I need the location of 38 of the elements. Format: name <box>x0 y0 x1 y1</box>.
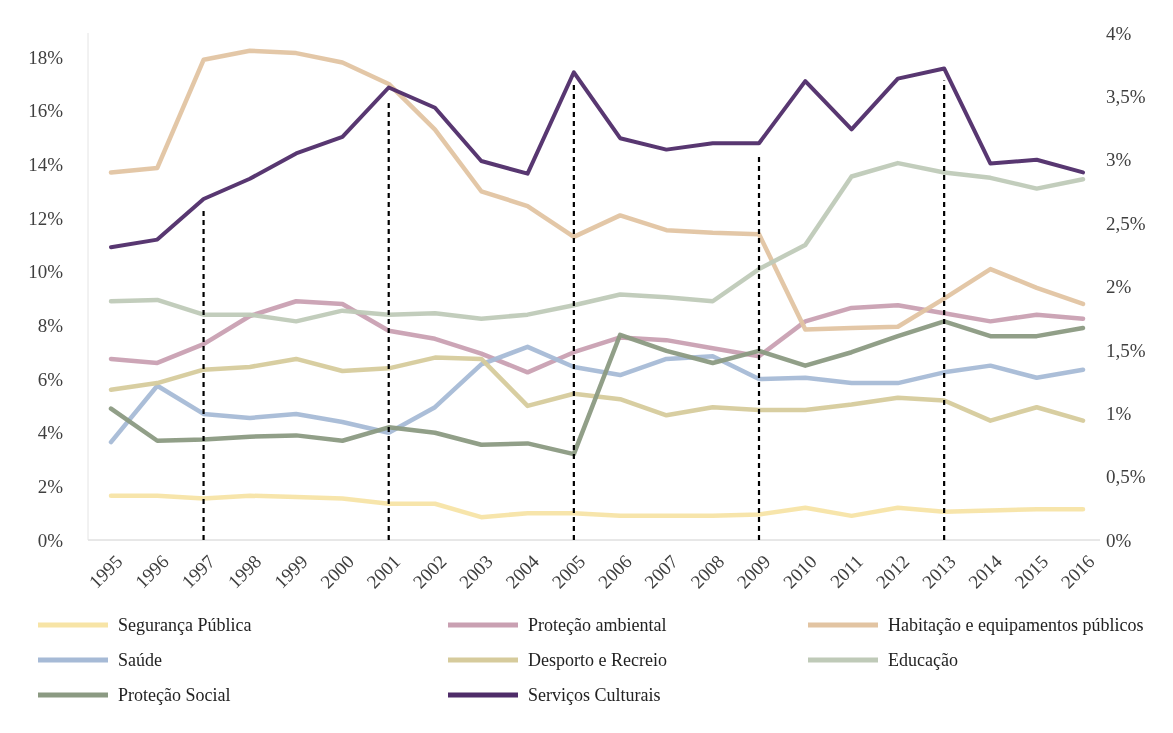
y2-tick-label: 3,5% <box>1106 86 1146 108</box>
y2-tick-label: 0% <box>1106 529 1132 551</box>
y-tick-label: 6% <box>37 368 64 390</box>
legend-label: Habitação e equipamentos públicos <box>888 615 1144 636</box>
y-tick-label: 14% <box>28 154 64 176</box>
y-tick-label: 2% <box>37 476 64 497</box>
y-tick-label: 8% <box>37 315 64 337</box>
y2-tick-label: 1,5% <box>1106 339 1146 361</box>
legend-label: Proteção Social <box>118 685 231 706</box>
x-tick-label: 1999 <box>269 550 312 593</box>
y2-tick-label: 3% <box>1106 149 1132 171</box>
y-tick-label: 16% <box>28 100 64 122</box>
line-series <box>108 299 1086 375</box>
line-series <box>108 344 1086 445</box>
y-tick-label: 10% <box>28 261 64 283</box>
legend-label: Segurança Pública <box>118 615 252 636</box>
x-tick-label: 2001 <box>362 550 405 593</box>
line-series <box>108 48 1086 332</box>
legend-label: Serviços Culturais <box>528 685 661 706</box>
y-tick-label: 4% <box>37 422 64 444</box>
y2-tick-label: 4% <box>1106 22 1132 44</box>
y2-tick-label: 0,5% <box>1106 466 1146 488</box>
x-tick-label: 1998 <box>223 550 266 593</box>
line-series <box>109 66 1085 250</box>
line-series <box>108 493 1086 520</box>
y2-tick-label: 2% <box>1106 276 1132 298</box>
y2-tick-label: 2,5% <box>1106 212 1146 234</box>
legend-label: Desporto e Recreio <box>528 650 667 671</box>
line-series <box>108 355 1086 423</box>
legend-label: Saúde <box>118 650 162 671</box>
y-tick-label: 18% <box>28 46 64 68</box>
legend-label: Proteção ambiental <box>528 615 667 636</box>
y-tick-label: 12% <box>28 207 64 229</box>
legend-label: Educação <box>888 650 958 671</box>
y2-tick-label: 1% <box>1106 402 1132 424</box>
y-tick-label: 0% <box>37 529 64 551</box>
line-series <box>108 160 1086 324</box>
line-series <box>108 319 1086 457</box>
